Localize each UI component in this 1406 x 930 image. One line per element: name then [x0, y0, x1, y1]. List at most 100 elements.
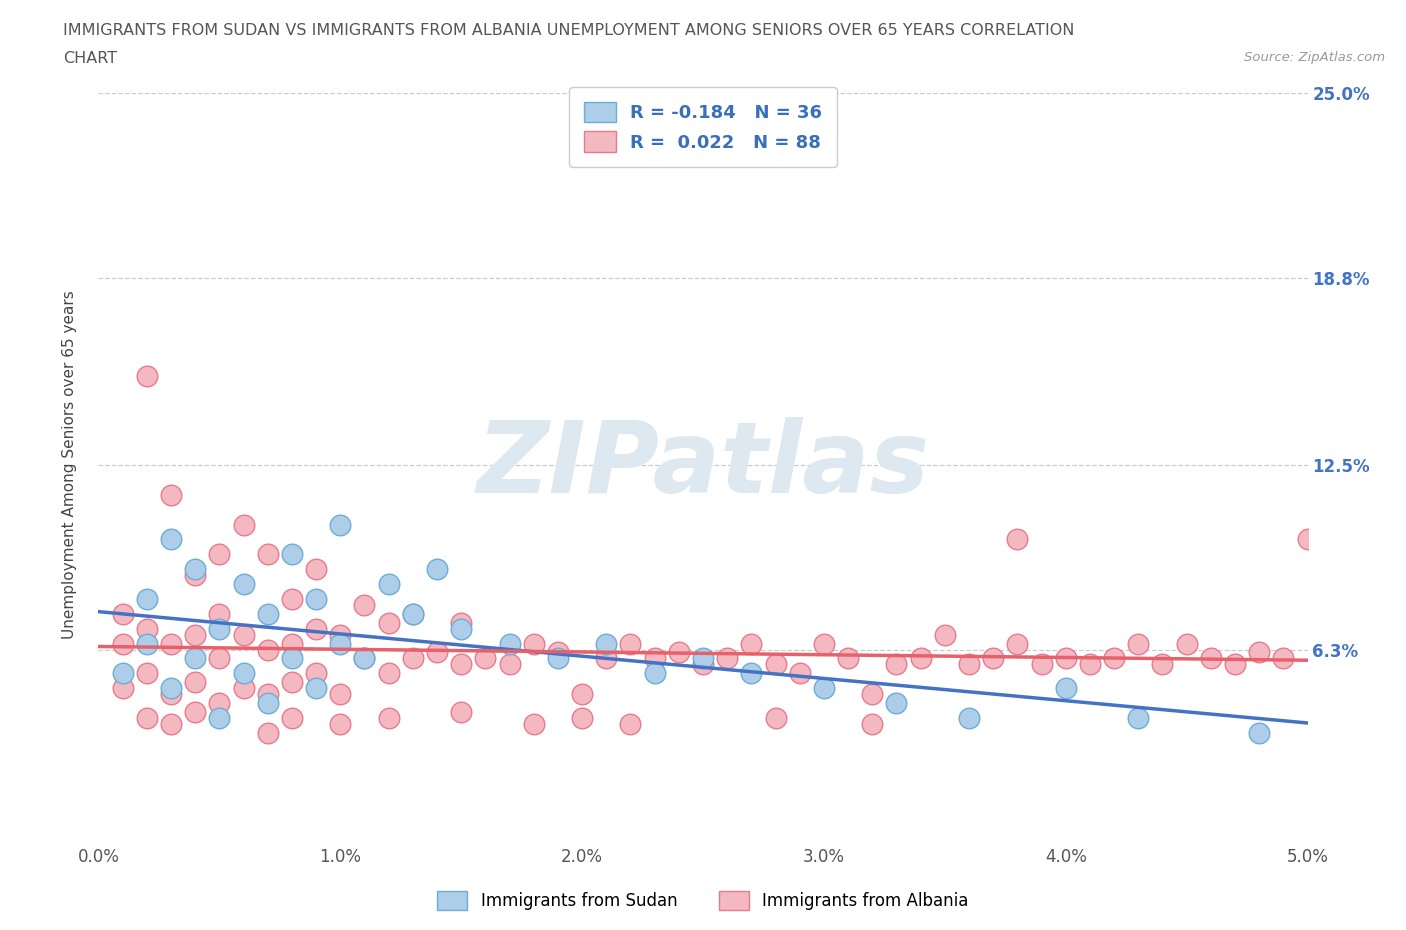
Point — [474, 651, 496, 666]
Point — [1007, 636, 1029, 651]
Point — [910, 651, 932, 666]
Point — [860, 686, 883, 701]
Point — [450, 621, 472, 636]
Point — [523, 716, 546, 731]
Point — [256, 686, 278, 701]
Point — [232, 681, 254, 696]
Point — [886, 657, 908, 671]
Point — [135, 368, 157, 383]
Point — [1272, 651, 1295, 666]
Point — [837, 651, 859, 666]
Point — [1223, 657, 1246, 671]
Point — [644, 651, 666, 666]
Point — [111, 606, 134, 621]
Point — [1031, 657, 1053, 671]
Point — [1078, 657, 1101, 671]
Point — [135, 711, 157, 725]
Point — [595, 651, 617, 666]
Point — [740, 636, 762, 651]
Point — [256, 642, 278, 657]
Point — [692, 651, 714, 666]
Point — [886, 696, 908, 711]
Point — [402, 606, 425, 621]
Point — [135, 666, 157, 681]
Point — [450, 657, 472, 671]
Point — [377, 616, 399, 631]
Point — [765, 711, 787, 725]
Point — [281, 651, 304, 666]
Point — [813, 681, 835, 696]
Point — [208, 621, 231, 636]
Point — [232, 627, 254, 642]
Point — [160, 532, 183, 547]
Point — [692, 657, 714, 671]
Point — [305, 621, 328, 636]
Point — [305, 591, 328, 606]
Point — [547, 645, 569, 660]
Point — [523, 636, 546, 651]
Point — [329, 716, 352, 731]
Point — [281, 636, 304, 651]
Point — [1296, 532, 1319, 547]
Point — [450, 705, 472, 720]
Point — [281, 711, 304, 725]
Y-axis label: Unemployment Among Seniors over 65 years: Unemployment Among Seniors over 65 years — [62, 291, 77, 640]
Point — [184, 562, 207, 577]
Point — [377, 666, 399, 681]
Point — [305, 562, 328, 577]
Point — [1175, 636, 1198, 651]
Legend: Immigrants from Sudan, Immigrants from Albania: Immigrants from Sudan, Immigrants from A… — [430, 884, 976, 917]
Point — [256, 547, 278, 562]
Text: Source: ZipAtlas.com: Source: ZipAtlas.com — [1244, 51, 1385, 64]
Point — [765, 657, 787, 671]
Point — [208, 547, 231, 562]
Point — [619, 716, 641, 731]
Point — [329, 686, 352, 701]
Point — [184, 627, 207, 642]
Point — [789, 666, 811, 681]
Point — [571, 686, 593, 701]
Point — [1007, 532, 1029, 547]
Point — [305, 666, 328, 681]
Text: ZIPatlas: ZIPatlas — [477, 417, 929, 513]
Point — [402, 606, 425, 621]
Point — [208, 651, 231, 666]
Point — [1054, 651, 1077, 666]
Point — [135, 591, 157, 606]
Point — [305, 681, 328, 696]
Point — [1054, 681, 1077, 696]
Point — [377, 711, 399, 725]
Point — [281, 547, 304, 562]
Point — [208, 606, 231, 621]
Point — [281, 675, 304, 690]
Point — [184, 705, 207, 720]
Point — [740, 666, 762, 681]
Point — [160, 681, 183, 696]
Point — [111, 636, 134, 651]
Point — [571, 711, 593, 725]
Point — [957, 657, 980, 671]
Point — [1102, 651, 1125, 666]
Point — [329, 636, 352, 651]
Point — [813, 636, 835, 651]
Point — [860, 716, 883, 731]
Point — [668, 645, 690, 660]
Point — [1249, 725, 1271, 740]
Point — [232, 666, 254, 681]
Point — [208, 696, 231, 711]
Point — [957, 711, 980, 725]
Point — [135, 621, 157, 636]
Point — [1152, 657, 1174, 671]
Point — [232, 517, 254, 532]
Text: CHART: CHART — [63, 51, 117, 66]
Point — [1249, 645, 1271, 660]
Point — [353, 651, 375, 666]
Point — [402, 651, 425, 666]
Point — [256, 606, 278, 621]
Point — [281, 591, 304, 606]
Point — [160, 636, 183, 651]
Point — [547, 651, 569, 666]
Legend: R = -0.184   N = 36, R =  0.022   N = 88: R = -0.184 N = 36, R = 0.022 N = 88 — [569, 87, 837, 166]
Point — [1199, 651, 1222, 666]
Text: IMMIGRANTS FROM SUDAN VS IMMIGRANTS FROM ALBANIA UNEMPLOYMENT AMONG SENIORS OVER: IMMIGRANTS FROM SUDAN VS IMMIGRANTS FROM… — [63, 23, 1074, 38]
